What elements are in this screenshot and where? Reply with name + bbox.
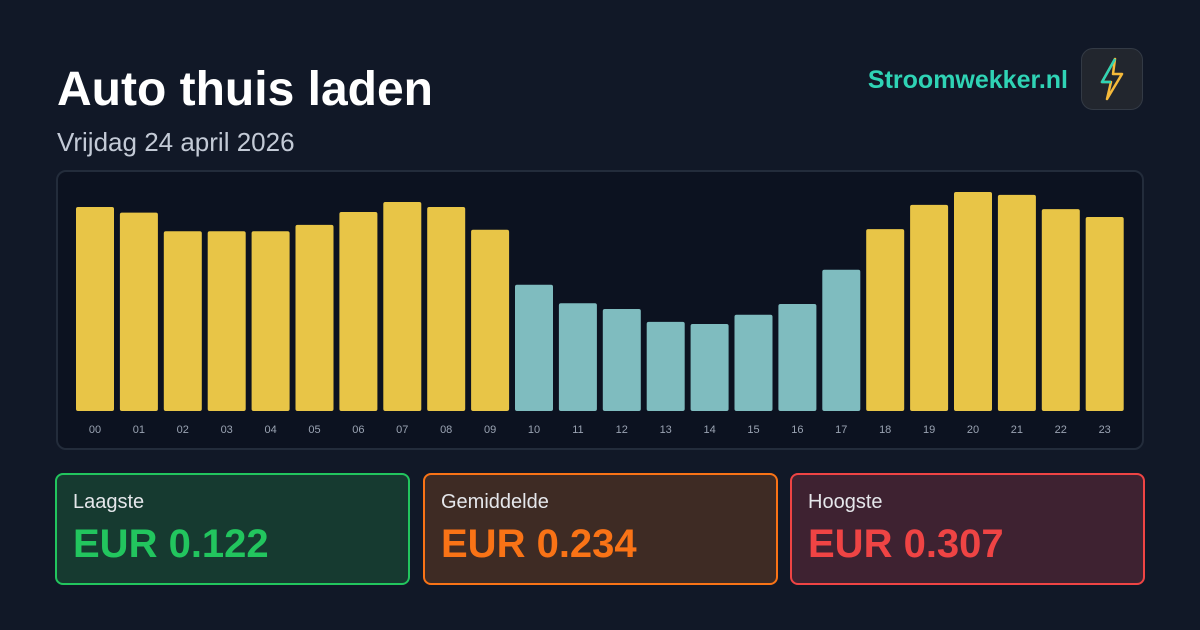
chart-panel: 00 01 02 03 04 05 06 07 08 09 10 11 12 13 14 15 16 17 18 19… [56, 170, 1144, 450]
x-tick-label: 05 [308, 424, 320, 436]
bar [910, 204, 949, 411]
bar [1041, 209, 1080, 411]
brand-icon [1081, 48, 1143, 110]
bar [954, 192, 992, 411]
bar [734, 314, 773, 411]
bar [383, 201, 422, 411]
bolt-icon [1100, 57, 1124, 101]
x-tick-label: 03 [221, 424, 233, 436]
stat-card: Hoogste EUR 0.307 [790, 473, 1145, 585]
bar [1085, 216, 1124, 411]
x-tick-label: 15 [747, 424, 759, 436]
bar [76, 206, 114, 411]
bar [997, 194, 1036, 411]
stat-label: Hoogste [808, 491, 883, 513]
title: Auto thuis laden [57, 63, 433, 116]
x-tick-label: 09 [484, 424, 496, 436]
stat-value: EUR 0.234 [441, 522, 637, 566]
bar [295, 224, 334, 411]
x-tick-label: 11 [572, 424, 583, 436]
stat-value: EUR 0.122 [73, 522, 269, 566]
x-tick-label: 04 [264, 424, 276, 436]
bar [163, 231, 202, 411]
x-tick-label: 23 [1099, 424, 1111, 436]
subtitle: Vrijdag 24 april 2026 [57, 127, 295, 157]
bar [515, 284, 553, 411]
x-tick-label: 10 [528, 424, 540, 436]
bar [558, 303, 597, 411]
x-tick-label: 22 [1055, 424, 1067, 436]
x-tick-label: 08 [440, 424, 452, 436]
bar [822, 269, 861, 411]
bar [778, 303, 817, 411]
bar [339, 211, 378, 411]
stat-card: Gemiddelde EUR 0.234 [423, 473, 778, 585]
x-tick-label: 00 [89, 424, 101, 436]
x-tick-label: 07 [396, 424, 408, 436]
stat-card: Laagste EUR 0.122 [55, 473, 410, 585]
bar [251, 231, 290, 411]
x-tick-label: 06 [352, 424, 364, 436]
bar [602, 308, 641, 411]
x-tick-label: 16 [791, 424, 803, 436]
x-tick-label: 20 [967, 424, 979, 436]
bar [207, 231, 246, 411]
x-tick-label: 13 [660, 424, 672, 436]
x-tick-label: 12 [616, 424, 628, 436]
stat-value: EUR 0.307 [808, 522, 1004, 566]
stat-label: Laagste [73, 491, 145, 513]
bar [427, 206, 466, 411]
x-tick-label: 02 [177, 424, 189, 436]
x-tick-label: 18 [879, 424, 891, 436]
x-tick-label: 21 [1011, 424, 1023, 436]
x-tick-label: 17 [835, 424, 847, 436]
bar [866, 229, 905, 411]
x-tick-label: 19 [923, 424, 935, 436]
bar [119, 212, 158, 411]
x-tick-label: 01 [133, 424, 145, 436]
chart: 00 01 02 03 04 05 06 07 08 09 10 11 12 13 14 15 16 17 18 19… [76, 192, 1124, 436]
x-tick-label: 14 [703, 424, 715, 436]
stat-label: Gemiddelde [441, 491, 549, 513]
bar [690, 323, 729, 411]
brand: Stroomwekker.nl [867, 66, 1068, 94]
bar [471, 229, 510, 411]
bar [646, 321, 685, 411]
